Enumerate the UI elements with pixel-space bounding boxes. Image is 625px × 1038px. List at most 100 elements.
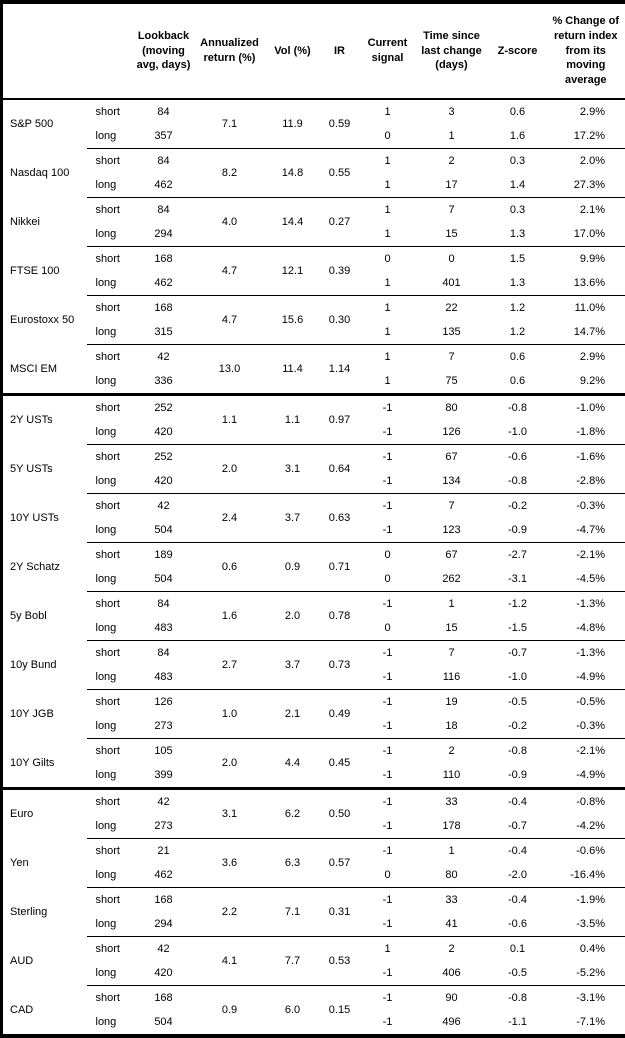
horizon-label: long: [87, 271, 135, 296]
zscore-value: -0.7: [489, 814, 547, 839]
current-signal-value: -1: [361, 961, 415, 986]
lookback-value: 462: [135, 271, 193, 296]
zscore-value: 0.3: [489, 149, 547, 174]
horizon-label: short: [87, 149, 135, 174]
annualized-return-value: 2.0: [193, 739, 267, 789]
zscore-value: -0.6: [489, 912, 547, 937]
lookback-value: 273: [135, 814, 193, 839]
current-signal-value: 1: [361, 198, 415, 223]
lookback-value: 189: [135, 543, 193, 568]
pct-change-value: 17.2%: [547, 124, 625, 149]
horizon-label: long: [87, 420, 135, 445]
current-signal-value: -1: [361, 814, 415, 839]
current-signal-value: -1: [361, 839, 415, 864]
time-since-change-value: 1: [415, 839, 489, 864]
lookback-value: 504: [135, 1010, 193, 1036]
col-header-lookback: Lookback (moving avg, days): [135, 2, 193, 99]
pct-change-value: -2.1%: [547, 739, 625, 764]
current-signal-value: -1: [361, 690, 415, 715]
col-header-annualized-return: Annualized return (%): [193, 2, 267, 99]
asset-name: AUD: [2, 937, 87, 986]
zscore-value: -0.2: [489, 494, 547, 519]
zscore-value: -0.2: [489, 714, 547, 739]
col-header-asset-blank: [2, 2, 87, 99]
vol-value: 14.4: [267, 198, 319, 247]
current-signal-value: -1: [361, 395, 415, 421]
current-signal-value: 1: [361, 99, 415, 124]
asset-name: Euro: [2, 789, 87, 839]
horizon-label: long: [87, 173, 135, 198]
current-signal-value: -1: [361, 592, 415, 617]
horizon-label: long: [87, 814, 135, 839]
ir-value: 0.45: [319, 739, 361, 789]
pct-change-value: 2.9%: [547, 99, 625, 124]
pct-change-value: 2.1%: [547, 198, 625, 223]
vol-value: 15.6: [267, 296, 319, 345]
horizon-label: long: [87, 469, 135, 494]
pct-change-value: -5.2%: [547, 961, 625, 986]
lookback-value: 84: [135, 149, 193, 174]
annualized-return-value: 8.2: [193, 149, 267, 198]
time-since-change-value: 7: [415, 494, 489, 519]
asset-name: 10y Bund: [2, 641, 87, 690]
time-since-change-value: 2: [415, 739, 489, 764]
time-since-change-value: 80: [415, 395, 489, 421]
vol-value: 7.7: [267, 937, 319, 986]
annualized-return-value: 2.7: [193, 641, 267, 690]
horizon-label: short: [87, 986, 135, 1011]
horizon-label: short: [87, 494, 135, 519]
lookback-value: 252: [135, 395, 193, 421]
annualized-return-value: 4.1: [193, 937, 267, 986]
time-since-change-value: 67: [415, 543, 489, 568]
lookback-value: 168: [135, 986, 193, 1011]
vol-value: 6.3: [267, 839, 319, 888]
time-since-change-value: 7: [415, 345, 489, 370]
horizon-label: short: [87, 937, 135, 962]
asset-name: 10Y Gilts: [2, 739, 87, 789]
current-signal-value: -1: [361, 888, 415, 913]
current-signal-value: 1: [361, 173, 415, 198]
col-header-pct-change: % Change of return index from its moving…: [547, 2, 625, 99]
zscore-value: -0.9: [489, 518, 547, 543]
annualized-return-value: 4.7: [193, 247, 267, 296]
zscore-value: -0.4: [489, 888, 547, 913]
current-signal-value: -1: [361, 789, 415, 815]
time-since-change-value: 0: [415, 247, 489, 272]
asset-name: CAD: [2, 986, 87, 1037]
zscore-value: 0.6: [489, 345, 547, 370]
pct-change-value: -1.6%: [547, 445, 625, 470]
lookback-value: 420: [135, 469, 193, 494]
current-signal-value: -1: [361, 714, 415, 739]
annualized-return-value: 0.6: [193, 543, 267, 592]
current-signal-value: -1: [361, 420, 415, 445]
pct-change-value: -2.8%: [547, 469, 625, 494]
lookback-value: 294: [135, 912, 193, 937]
vol-value: 12.1: [267, 247, 319, 296]
time-since-change-value: 262: [415, 567, 489, 592]
lookback-value: 84: [135, 198, 193, 223]
time-since-change-value: 41: [415, 912, 489, 937]
zscore-value: -2.7: [489, 543, 547, 568]
pct-change-value: -0.3%: [547, 494, 625, 519]
asset-name: 5y Bobl: [2, 592, 87, 641]
zscore-value: 0.1: [489, 937, 547, 962]
asset-name: Sterling: [2, 888, 87, 937]
pct-change-value: -3.5%: [547, 912, 625, 937]
horizon-label: long: [87, 616, 135, 641]
lookback-value: 420: [135, 420, 193, 445]
lookback-value: 168: [135, 888, 193, 913]
time-since-change-value: 116: [415, 665, 489, 690]
horizon-label: short: [87, 739, 135, 764]
lookback-value: 462: [135, 173, 193, 198]
horizon-label: short: [87, 345, 135, 370]
lookback-value: 273: [135, 714, 193, 739]
horizon-label: long: [87, 1010, 135, 1036]
lookback-value: 315: [135, 320, 193, 345]
